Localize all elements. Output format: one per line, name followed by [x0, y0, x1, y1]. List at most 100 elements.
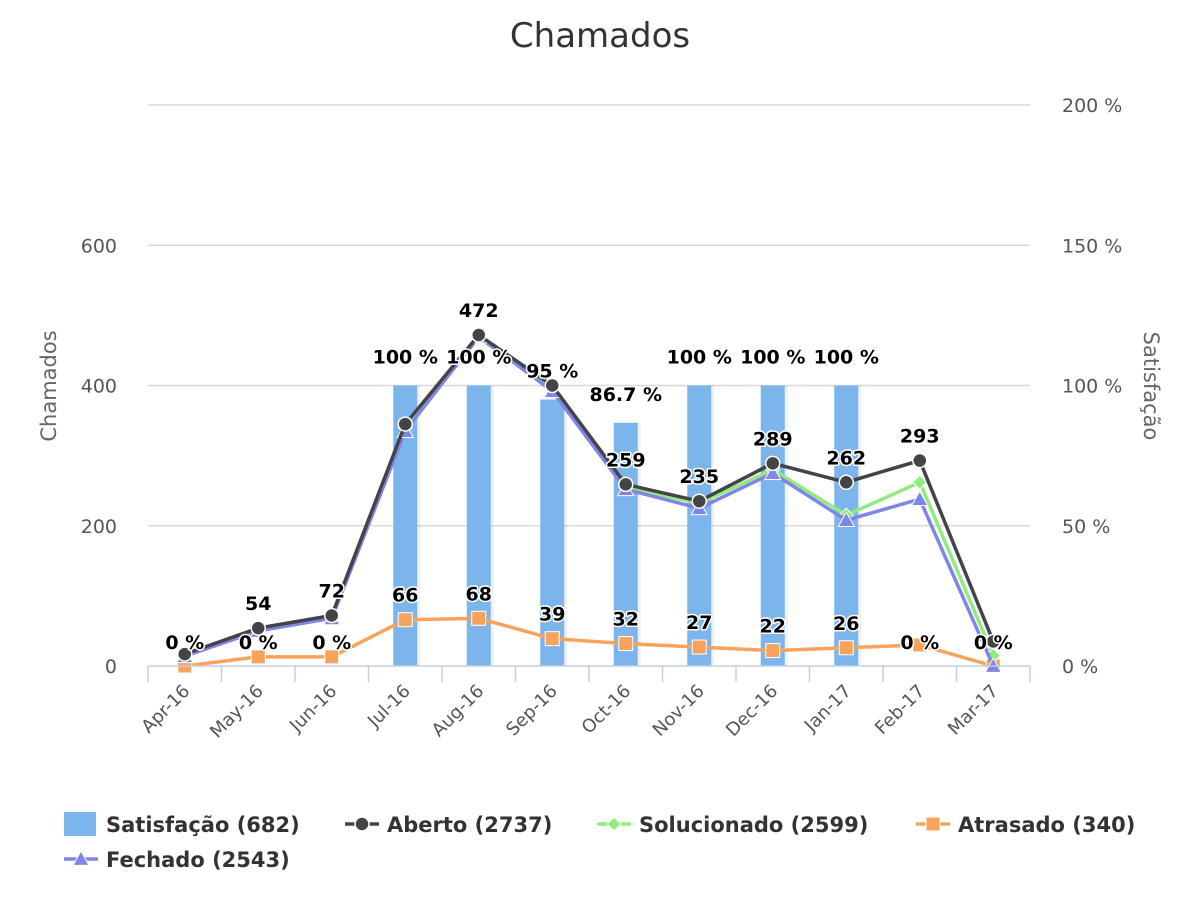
x-tick-label: May-16: [206, 681, 268, 743]
point-triangle[interactable]: [910, 490, 929, 507]
line-data-label: 259: [606, 449, 646, 471]
y-right-tick-label: 0 %: [1062, 656, 1098, 678]
line-data-label: 22: [760, 616, 786, 638]
legend-label: Solucionado (2599): [639, 813, 868, 837]
point-circle[interactable]: [324, 607, 340, 624]
point-circle[interactable]: [985, 633, 1001, 650]
legend-label: Atrasado (340): [958, 813, 1135, 837]
point-square[interactable]: [912, 637, 928, 653]
y-axis-right-title: Satisfação: [1139, 332, 1163, 441]
y-left-tick-label: 400: [81, 376, 117, 398]
line-layer: [175, 327, 1003, 674]
point-triangle[interactable]: [763, 464, 782, 481]
point-triangle[interactable]: [837, 511, 856, 528]
bar-data-label: 100 %: [373, 347, 438, 369]
point-square[interactable]: [765, 643, 781, 659]
x-tick-label: Nov-16: [649, 681, 709, 741]
point-circle[interactable]: [838, 474, 854, 491]
point-square[interactable]: [618, 636, 634, 652]
bar-data-label: 0 %: [974, 632, 1013, 654]
line-data-label: 54: [245, 593, 271, 615]
legend-bar-swatch: [64, 812, 96, 836]
legend-item[interactable]: Atrasado (340): [916, 813, 1135, 837]
x-tick-label: Jun-16: [285, 681, 341, 737]
point-circle[interactable]: [912, 452, 928, 469]
legend-item[interactable]: Solucionado (2599): [597, 813, 868, 837]
x-tick-label: Apr-16: [137, 681, 194, 738]
point-circle[interactable]: [471, 327, 487, 343]
line-data-label: 262: [826, 447, 866, 469]
legend-marker: [925, 816, 941, 832]
legend[interactable]: Satisfação (682) Aberto (2737) Solucionado…: [64, 812, 1135, 872]
point-square[interactable]: [397, 612, 413, 628]
y-axis-left-title: Chamados: [37, 330, 61, 441]
x-tick-label: Jan-17: [800, 681, 856, 737]
line-data-label: 39: [539, 604, 565, 626]
x-tick-label: Oct-16: [578, 681, 636, 739]
bar-satisfacao[interactable]: [540, 399, 565, 666]
y-left-tick-label: 600: [81, 235, 117, 257]
line-data-label: 68: [466, 583, 492, 605]
point-circle[interactable]: [691, 493, 707, 509]
x-tick-label: Sep-16: [502, 681, 562, 741]
x-tick-label: Feb-17: [871, 681, 929, 739]
legend-marker: [354, 816, 370, 832]
line-data-label: 293: [900, 426, 940, 448]
bar-data-label: 0 %: [900, 632, 939, 654]
y-right-tick-label: 200 %: [1062, 95, 1122, 117]
y-right-tick-label: 100 %: [1062, 376, 1122, 398]
point-square[interactable]: [544, 631, 560, 647]
bar-satisfacao[interactable]: [613, 422, 638, 666]
series-line-circle: [184, 333, 995, 656]
bar-satisfacao[interactable]: [687, 385, 712, 667]
legend-label: Aberto (2737): [387, 813, 552, 837]
legend-marker: [72, 849, 90, 866]
legend-label: Satisfação (682): [106, 813, 300, 837]
y-right-tick-label: 150 %: [1062, 235, 1122, 257]
series-line-square: [184, 616, 994, 668]
bar-data-label: 100 %: [814, 347, 879, 369]
point-diamond[interactable]: [912, 474, 928, 490]
y-right-tick-label: 50 %: [1062, 516, 1110, 538]
point-square[interactable]: [838, 640, 854, 656]
x-tick-label: Aug-16: [428, 681, 488, 741]
bar-data-label: 0 %: [239, 632, 278, 654]
point-circle[interactable]: [765, 455, 781, 472]
y-left-tick-label: 200: [81, 516, 117, 538]
line-data-label: 66: [392, 585, 418, 607]
legend-item[interactable]: Satisfação (682): [64, 812, 300, 837]
bar-data-label: 100 %: [740, 347, 805, 369]
chart-title: Chamados: [510, 16, 690, 56]
point-square[interactable]: [471, 610, 487, 626]
line-data-label: 26: [833, 613, 859, 635]
bar-data-label: 100 %: [446, 347, 511, 369]
legend-item[interactable]: Fechado (2543): [64, 848, 290, 872]
series-line-triangle: [184, 334, 995, 667]
line-data-label: 289: [753, 428, 793, 450]
legend-item[interactable]: Aberto (2737): [345, 813, 552, 837]
bar-satisfacao[interactable]: [760, 385, 785, 667]
data-label-layer: 0 % 0 % 0 %100 % 100 %95 %86.7 %100 % 100 % 1…: [164, 299, 1014, 656]
point-square[interactable]: [250, 649, 266, 665]
point-square[interactable]: [324, 649, 340, 665]
line-data-label: 472: [459, 300, 499, 322]
point-circle[interactable]: [177, 646, 193, 662]
point-triangle[interactable]: [984, 656, 1003, 673]
point-circle[interactable]: [250, 620, 266, 636]
bar-data-label: 86.7 %: [589, 384, 662, 406]
point-circle[interactable]: [544, 377, 560, 394]
line-data-label: 27: [686, 612, 712, 634]
line-data-label: 32: [613, 609, 639, 631]
point-circle[interactable]: [618, 476, 634, 493]
point-circle[interactable]: [397, 416, 413, 432]
x-tick-label: Dec-16: [722, 681, 782, 741]
point-square[interactable]: [691, 639, 707, 655]
legend-marker: [606, 816, 622, 832]
x-tick-label: Jul-16: [363, 681, 415, 733]
y-left-tick-label: 0: [105, 656, 117, 678]
line-data-label: 235: [679, 466, 719, 488]
x-tick-label: Mar-17: [944, 681, 1003, 740]
bar-data-label: 100 %: [667, 347, 732, 369]
